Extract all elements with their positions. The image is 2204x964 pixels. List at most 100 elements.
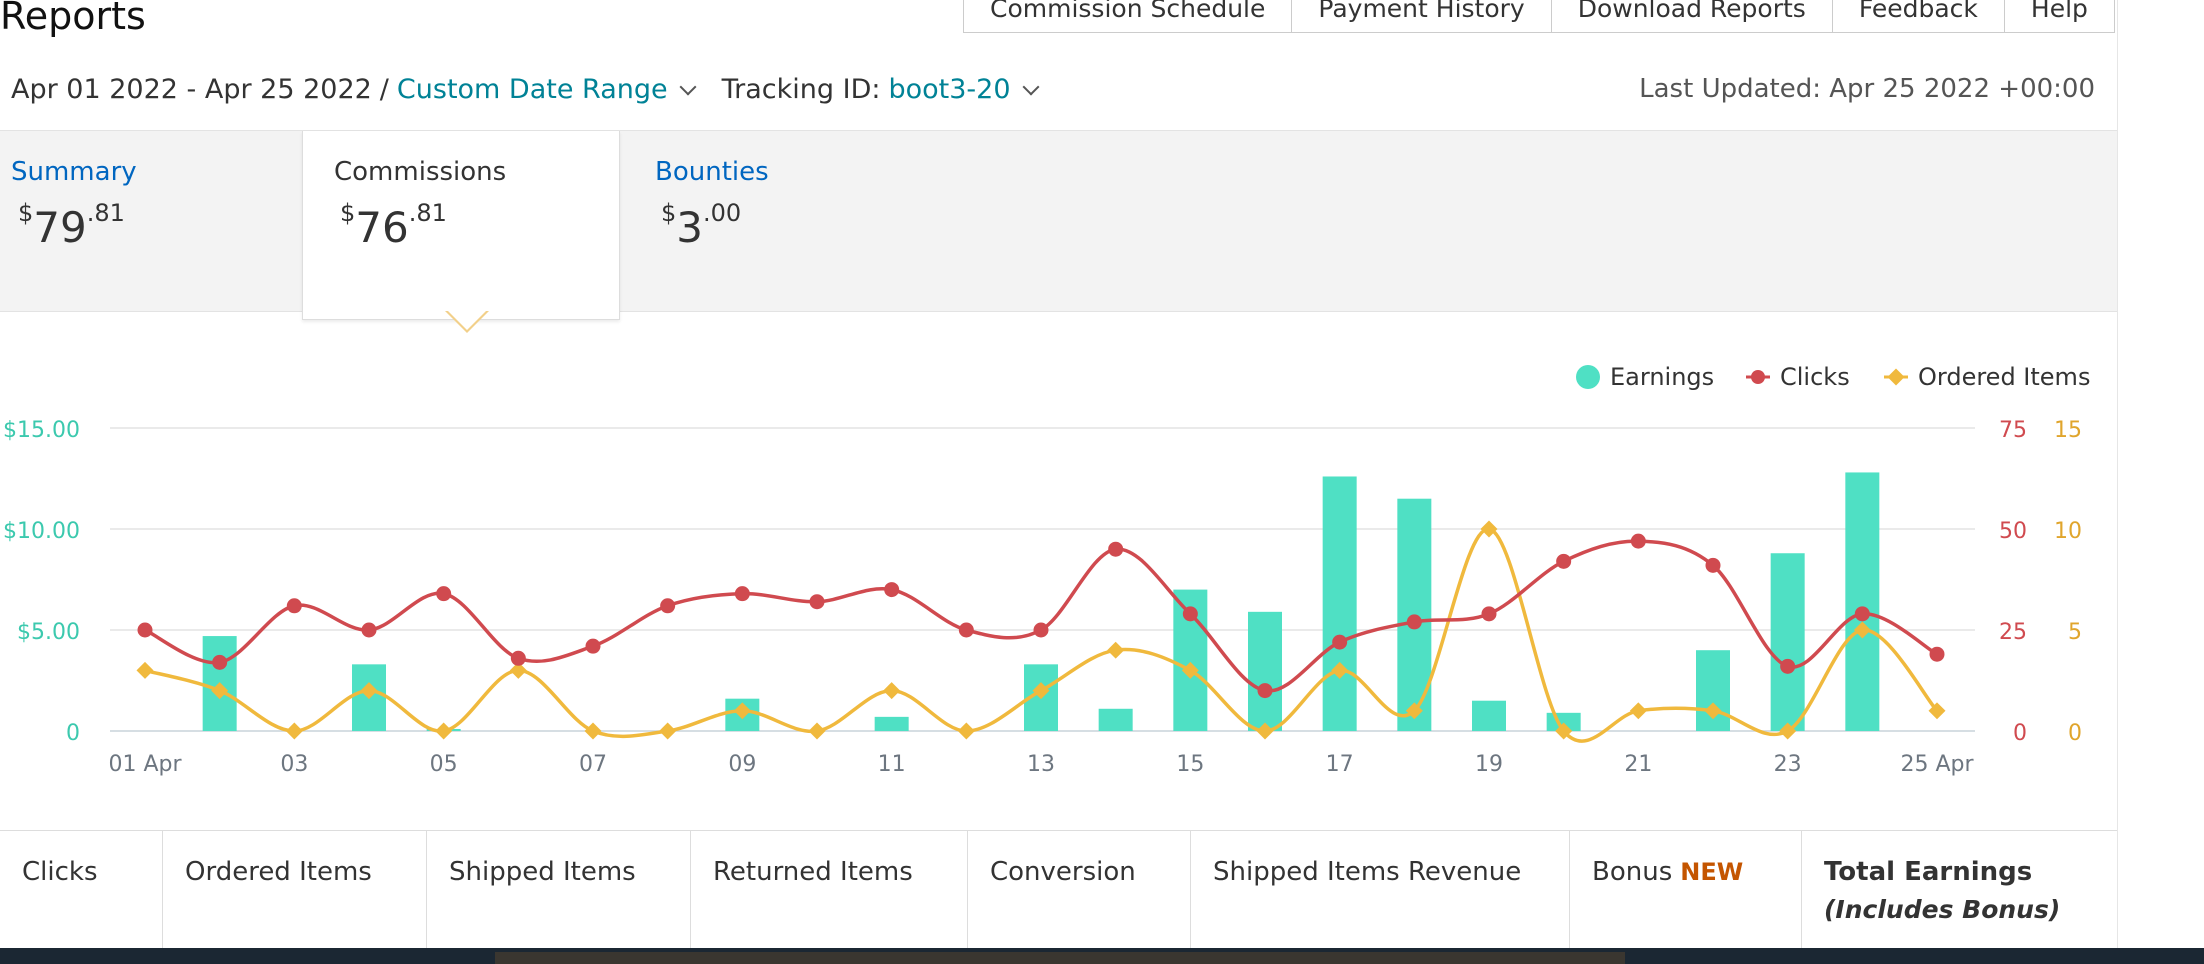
ordered-items-point xyxy=(285,722,303,740)
y-axis-right-tick-label: 0 xyxy=(2013,721,2027,746)
clicks-point xyxy=(1705,557,1721,573)
summary-card-label[interactable]: Summary xyxy=(11,157,137,187)
column-header-ordered-items[interactable]: Ordered Items xyxy=(163,831,427,949)
clicks-point xyxy=(884,582,900,598)
summary-card-commissions[interactable]: Commissions $76.81 xyxy=(302,131,620,320)
taskbar-thumbnail xyxy=(495,952,1625,964)
x-axis-tick-label: 21 xyxy=(1624,752,1652,777)
ordered-items-point xyxy=(360,682,378,700)
clicks-point xyxy=(809,594,825,610)
y-axis-left-tick-label: 0 xyxy=(66,721,80,746)
earnings-bar xyxy=(874,716,909,731)
amount-dollars: 76 xyxy=(355,203,409,252)
x-axis-tick-label: 03 xyxy=(280,752,308,777)
x-axis-tick-label: 05 xyxy=(430,752,458,777)
ordered-items-point xyxy=(509,661,527,679)
earnings-bar xyxy=(1098,708,1133,731)
column-header-returned-items[interactable]: Returned Items xyxy=(691,831,968,949)
date-range-text: Apr 01 2022 - Apr 25 2022 xyxy=(11,74,372,105)
currency-symbol: $ xyxy=(18,199,34,227)
nav-tab-download-reports[interactable]: Download Reports xyxy=(1551,0,1833,32)
y-axis-left-tick-label: $10.00 xyxy=(3,519,80,544)
chevron-down-icon[interactable] xyxy=(1022,78,1040,95)
bounties-amount: $3.00 xyxy=(661,199,741,252)
clicks-point xyxy=(1929,646,1945,662)
clicks-point xyxy=(286,598,302,614)
x-axis-tick-label: 11 xyxy=(878,752,906,777)
taskbar-strip xyxy=(0,948,2204,964)
nav-tab-commission-schedule[interactable]: Commission Schedule xyxy=(964,0,1293,32)
filter-bar: Apr 01 2022 - Apr 25 2022 / Custom Date … xyxy=(11,74,1040,105)
clicks-point xyxy=(1854,606,1870,622)
earnings-bar xyxy=(1770,553,1805,731)
date-range-dropdown[interactable]: Custom Date Range xyxy=(396,74,668,105)
currency-symbol: $ xyxy=(661,199,677,227)
column-label: Bonus xyxy=(1592,857,1673,887)
ordered-items-point xyxy=(733,702,751,720)
column-header-total-earnings[interactable]: Total Earnings (Includes Bonus) xyxy=(1802,831,2117,949)
filter-separator: / xyxy=(379,74,389,105)
amount-cents: .81 xyxy=(86,199,125,227)
total-earnings-subtitle: (Includes Bonus) xyxy=(1824,895,2061,924)
clicks-point xyxy=(660,598,676,614)
ordered-items-point xyxy=(659,722,677,740)
clicks-point xyxy=(1406,614,1422,630)
summary-card-bounties[interactable]: Bounties $3.00 xyxy=(620,131,920,311)
y-axis-left-tick-label: $15.00 xyxy=(3,418,80,443)
nav-tab-feedback[interactable]: Feedback xyxy=(1832,0,2005,32)
bounties-card-label[interactable]: Bounties xyxy=(655,157,769,187)
ordered-items-point xyxy=(584,722,602,740)
ordered-items-point xyxy=(957,722,975,740)
column-label: Conversion xyxy=(990,857,1136,887)
tracking-id-dropdown[interactable]: boot3-20 xyxy=(888,74,1011,105)
column-header-shipped-items[interactable]: Shipped Items xyxy=(427,831,691,949)
ordered-items-point xyxy=(808,722,826,740)
y-axis-right2-tick-label: 10 xyxy=(2054,519,2082,544)
x-axis-tick-label: 07 xyxy=(579,752,607,777)
legend-label: Ordered Items xyxy=(1918,363,2090,391)
summary-band: Summary $79.81 Commissions $76.81 Bounti… xyxy=(0,130,2117,320)
legend-clicks-marker xyxy=(1751,370,1765,384)
clicks-point xyxy=(1556,553,1572,569)
ordered-items-point xyxy=(1629,702,1647,720)
page-title: Reports xyxy=(0,0,146,38)
clicks-point xyxy=(958,622,974,638)
column-label: Shipped Items xyxy=(449,857,636,887)
nav-tab-payment-history[interactable]: Payment History xyxy=(1292,0,1552,32)
amount-cents: .81 xyxy=(408,199,447,227)
y-axis-right-tick-label: 75 xyxy=(1999,418,2027,443)
summary-card-summary[interactable]: Summary $79.81 xyxy=(0,131,300,311)
commissions-card-label: Commissions xyxy=(334,157,507,187)
summary-amount: $79.81 xyxy=(18,199,125,252)
x-axis-tick-label: 01 Apr xyxy=(108,752,182,777)
column-header-shipped-items-revenue[interactable]: Shipped Items Revenue xyxy=(1191,831,1570,949)
clicks-point xyxy=(1182,606,1198,622)
column-header-clicks[interactable]: Clicks xyxy=(0,831,163,949)
column-header-conversion[interactable]: Conversion xyxy=(968,831,1191,949)
clicks-point xyxy=(1257,683,1273,699)
nav-tab-help[interactable]: Help xyxy=(2004,0,2114,32)
column-label: Returned Items xyxy=(713,857,913,887)
active-card-pointer-fill xyxy=(447,310,487,330)
clicks-point xyxy=(585,638,601,654)
clicks-point xyxy=(361,622,377,638)
amount-dollars: 79 xyxy=(33,203,87,252)
earnings-bar xyxy=(1472,700,1506,731)
clicks-point xyxy=(436,586,452,602)
column-label: Clicks xyxy=(22,857,98,887)
new-badge: NEW xyxy=(1680,858,1744,886)
column-header-bonus[interactable]: Bonus NEW xyxy=(1570,831,1802,949)
earnings-bar xyxy=(1845,472,1880,731)
amount-dollars: 3 xyxy=(676,203,704,252)
last-updated-text: Last Updated: Apr 25 2022 +00:00 xyxy=(1639,74,2095,104)
commissions-amount: $76.81 xyxy=(340,199,447,252)
amount-cents: .00 xyxy=(703,199,742,227)
y-axis-left-tick-label: $5.00 xyxy=(17,620,80,645)
x-axis-tick-label: 09 xyxy=(728,752,756,777)
legend-label: Earnings xyxy=(1610,363,1714,391)
ordered-items-point xyxy=(883,682,901,700)
y-axis-right-tick-label: 50 xyxy=(1999,519,2027,544)
clicks-point xyxy=(734,586,750,602)
chevron-down-icon[interactable] xyxy=(679,78,697,95)
clicks-point xyxy=(137,622,153,638)
